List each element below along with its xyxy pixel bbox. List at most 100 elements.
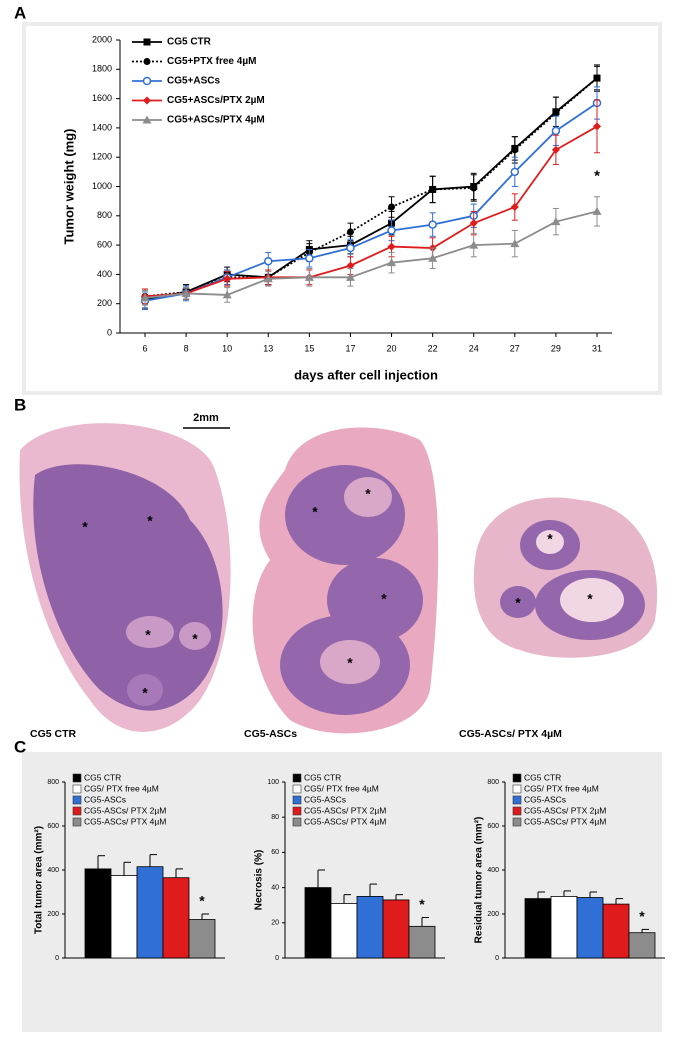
bar bbox=[304, 887, 332, 959]
legend-label: CG5-ASCs/ PTX 2µM bbox=[524, 805, 606, 815]
marker bbox=[388, 203, 396, 211]
marker bbox=[551, 126, 561, 136]
legend-swatch bbox=[292, 773, 302, 783]
legend-swatch bbox=[72, 806, 82, 816]
legend-label: CG5/ PTX free 4µM bbox=[84, 783, 159, 793]
legend-marker bbox=[143, 96, 151, 105]
marker bbox=[345, 272, 355, 281]
x-tick-label: 20 bbox=[387, 343, 397, 353]
panel-a-background bbox=[26, 26, 658, 391]
marker bbox=[470, 184, 478, 192]
bar bbox=[408, 925, 436, 959]
legend-swatch bbox=[292, 784, 302, 794]
annotation: * bbox=[419, 896, 425, 912]
marker bbox=[469, 219, 478, 228]
necrosis bbox=[126, 616, 174, 648]
marker bbox=[305, 254, 314, 263]
legend-swatch bbox=[292, 817, 302, 827]
legend-marker bbox=[142, 115, 152, 124]
legend-swatch bbox=[512, 784, 522, 794]
marker bbox=[429, 185, 437, 193]
y-tick-label: 1600 bbox=[92, 93, 112, 103]
x-tick-label: 24 bbox=[469, 343, 479, 353]
marker bbox=[551, 217, 561, 226]
marker bbox=[428, 220, 437, 229]
marker bbox=[346, 261, 355, 270]
panel-label: A bbox=[14, 3, 26, 22]
tumor bbox=[285, 465, 405, 565]
y-tick-label: 60 bbox=[271, 849, 279, 856]
marker bbox=[593, 74, 601, 82]
necrosis-marker: * bbox=[312, 504, 318, 520]
marker bbox=[510, 203, 519, 212]
necrosis bbox=[320, 640, 380, 684]
y-tick-label: 1400 bbox=[92, 122, 112, 132]
marker bbox=[428, 253, 438, 262]
x-tick-label: 31 bbox=[592, 343, 602, 353]
section-caption: CG5-ASCs/ PTX 4µM bbox=[459, 728, 562, 740]
panel-label: C bbox=[14, 737, 26, 756]
bar bbox=[84, 868, 112, 959]
y-axis-title: Necrosis (%) bbox=[254, 850, 265, 911]
marker bbox=[551, 145, 560, 154]
y-tick-label: 1800 bbox=[92, 64, 112, 74]
legend-label: CG5 CTR bbox=[524, 772, 561, 782]
y-tick-label: 0 bbox=[107, 327, 112, 337]
histology-section-1 bbox=[0, 410, 232, 745]
y-tick-label: 0 bbox=[275, 955, 279, 962]
series-line bbox=[144, 210, 598, 299]
y-tick-label: 800 bbox=[97, 210, 112, 220]
necrosis-marker: * bbox=[515, 595, 521, 611]
y-tick-label: 100 bbox=[267, 779, 279, 786]
y-tick-label: 400 bbox=[97, 269, 112, 279]
marker bbox=[510, 239, 520, 248]
legend-label: CG5-ASCs/ PTX 4µM bbox=[84, 816, 166, 826]
marker bbox=[263, 274, 273, 283]
legend-label: CG5+ASCs bbox=[167, 76, 221, 87]
bar bbox=[188, 919, 216, 959]
necrosis bbox=[536, 530, 564, 554]
y-tick-label: 400 bbox=[487, 867, 499, 874]
legend-swatch bbox=[72, 773, 82, 783]
y-tick-label: 200 bbox=[487, 911, 499, 918]
legend-label: CG5-ASCs bbox=[524, 794, 566, 804]
necrosis-marker: * bbox=[365, 486, 371, 502]
x-tick-label: 13 bbox=[263, 343, 273, 353]
legend-label: CG5+ASCs/PTX 2µM bbox=[167, 95, 265, 106]
legend-label: CG5 CTR bbox=[167, 37, 212, 48]
marker bbox=[181, 288, 191, 297]
necrosis-marker: * bbox=[142, 685, 148, 701]
bar bbox=[550, 896, 578, 959]
legend-swatch bbox=[292, 795, 302, 805]
y-tick-label: 80 bbox=[271, 814, 279, 821]
legend-label: CG5-ASCs/ PTX 2µM bbox=[304, 805, 386, 815]
legend-swatch bbox=[72, 817, 82, 827]
y-tick-label: 1000 bbox=[92, 181, 112, 191]
legend-label: CG5-ASCs/ PTX 4µM bbox=[304, 816, 386, 826]
y-tick-label: 600 bbox=[47, 823, 59, 830]
scale-bar-label: 2mm bbox=[193, 412, 219, 424]
y-tick-label: 200 bbox=[97, 298, 112, 308]
section-caption: CG5-ASCs bbox=[244, 728, 297, 740]
marker bbox=[510, 167, 520, 177]
annotation: * bbox=[594, 168, 600, 185]
series-line bbox=[144, 125, 598, 298]
x-tick-label: 8 bbox=[184, 343, 189, 353]
legend-label: CG5 CTR bbox=[304, 772, 341, 782]
y-tick-label: 0 bbox=[495, 955, 499, 962]
legend-label: CG5-ASCs bbox=[84, 794, 126, 804]
legend-marker bbox=[143, 58, 151, 65]
necrosis bbox=[179, 622, 211, 650]
marker bbox=[387, 258, 397, 267]
legend-swatch bbox=[512, 806, 522, 816]
panel-label: B bbox=[14, 395, 26, 414]
marker bbox=[264, 256, 273, 266]
y-tick-label: 200 bbox=[47, 911, 59, 918]
marker bbox=[387, 226, 396, 235]
x-tick-label: 17 bbox=[345, 343, 355, 353]
y-tick-label: 600 bbox=[97, 239, 112, 249]
legend-marker bbox=[143, 38, 151, 46]
marker bbox=[346, 243, 355, 253]
